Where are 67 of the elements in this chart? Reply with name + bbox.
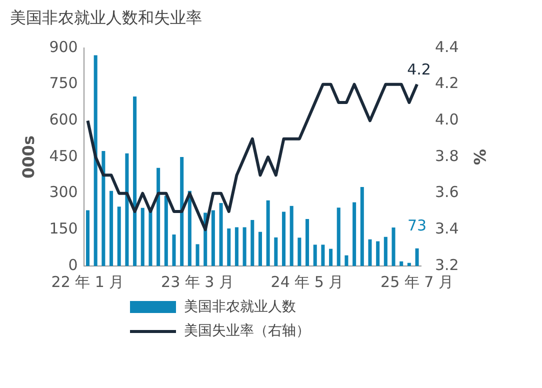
x-tick-label: 24 年 5 月 [270, 272, 344, 291]
bar [407, 262, 411, 266]
y-tick-label: 900 [49, 38, 78, 56]
legend-label: 美国非农就业人数 [184, 298, 296, 316]
bar [360, 187, 364, 266]
y2-axis-title: % [470, 148, 490, 166]
x-tick-label: 23 年 3 月 [161, 272, 234, 291]
bar [368, 239, 372, 266]
y-tick-label: 750 [49, 74, 78, 92]
bar [306, 219, 310, 266]
bar [282, 212, 286, 266]
bar [336, 208, 340, 266]
bar [266, 200, 270, 266]
bar [164, 196, 168, 266]
y2-tick-label: 3.8 [434, 146, 459, 165]
y2-tick-label: 4.4 [434, 38, 459, 56]
bar [140, 208, 144, 266]
bar [298, 238, 302, 266]
bar [290, 206, 294, 266]
bar [384, 236, 388, 266]
bar [94, 55, 98, 266]
bar [219, 203, 223, 266]
bar [188, 190, 192, 266]
legend-label: 美国失业率（右轴） [184, 322, 310, 340]
bar [415, 248, 419, 266]
y-axis-title: 000s [18, 136, 38, 178]
bar [321, 244, 325, 266]
bar [400, 261, 404, 266]
bar [352, 202, 356, 266]
bar [227, 228, 231, 266]
chart-title: 美国非农就业人数和失业率 [10, 8, 203, 29]
y-tick-label: 0 [68, 256, 78, 274]
bar [196, 244, 200, 266]
y-tick-label: 150 [49, 220, 78, 238]
bar [344, 255, 348, 266]
y2-tick-label: 3.2 [434, 256, 459, 274]
bar [102, 150, 106, 266]
bar [117, 206, 121, 266]
bar [211, 210, 215, 266]
y2-tick-label: 3.6 [434, 183, 459, 202]
y-tick-label: 450 [49, 146, 78, 165]
bar [234, 227, 238, 266]
bar [242, 227, 246, 266]
y2-tick-label: 4.0 [434, 110, 459, 129]
y-tick-label: 300 [49, 183, 78, 202]
bar [110, 190, 114, 266]
y-tick-label: 600 [49, 110, 78, 129]
data-label: 73 [407, 216, 427, 235]
bar [86, 210, 90, 266]
bar [258, 232, 262, 266]
bar [250, 220, 254, 266]
bar [133, 96, 137, 266]
bar [392, 227, 396, 266]
y2-tick-label: 4.2 [434, 74, 459, 92]
y2-tick-label: 3.4 [434, 220, 459, 238]
bar [156, 168, 160, 266]
x-tick-label: 25 年 7 月 [380, 272, 454, 291]
bar [180, 157, 184, 266]
bar [172, 234, 176, 266]
bar [148, 210, 152, 266]
data-label: 4.2 [407, 60, 431, 79]
bar [376, 241, 380, 266]
bar [125, 153, 129, 266]
bar [313, 244, 317, 266]
bar [274, 237, 278, 266]
bar [329, 248, 333, 266]
x-tick-label: 22 年 1 月 [51, 272, 124, 291]
